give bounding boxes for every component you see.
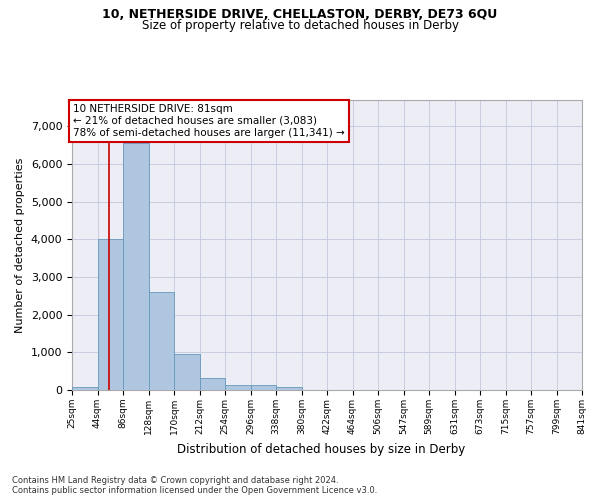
Bar	[123, 144, 149, 390]
Text: Contains HM Land Registry data © Crown copyright and database right 2024.: Contains HM Land Registry data © Crown c…	[12, 476, 338, 485]
Text: Distribution of detached houses by size in Derby: Distribution of detached houses by size …	[177, 442, 465, 456]
Bar	[174, 354, 199, 390]
Bar	[97, 240, 123, 390]
Bar	[149, 292, 174, 390]
Text: Contains public sector information licensed under the Open Government Licence v3: Contains public sector information licen…	[12, 486, 377, 495]
Text: 10 NETHERSIDE DRIVE: 81sqm
← 21% of detached houses are smaller (3,083)
78% of s: 10 NETHERSIDE DRIVE: 81sqm ← 21% of deta…	[73, 104, 345, 138]
Bar	[72, 387, 97, 390]
Bar	[251, 386, 276, 390]
Bar	[199, 378, 225, 390]
Bar	[225, 385, 251, 390]
Text: 10, NETHERSIDE DRIVE, CHELLASTON, DERBY, DE73 6QU: 10, NETHERSIDE DRIVE, CHELLASTON, DERBY,…	[103, 8, 497, 20]
Bar	[276, 386, 302, 390]
Text: Size of property relative to detached houses in Derby: Size of property relative to detached ho…	[142, 19, 458, 32]
Y-axis label: Number of detached properties: Number of detached properties	[15, 158, 25, 332]
